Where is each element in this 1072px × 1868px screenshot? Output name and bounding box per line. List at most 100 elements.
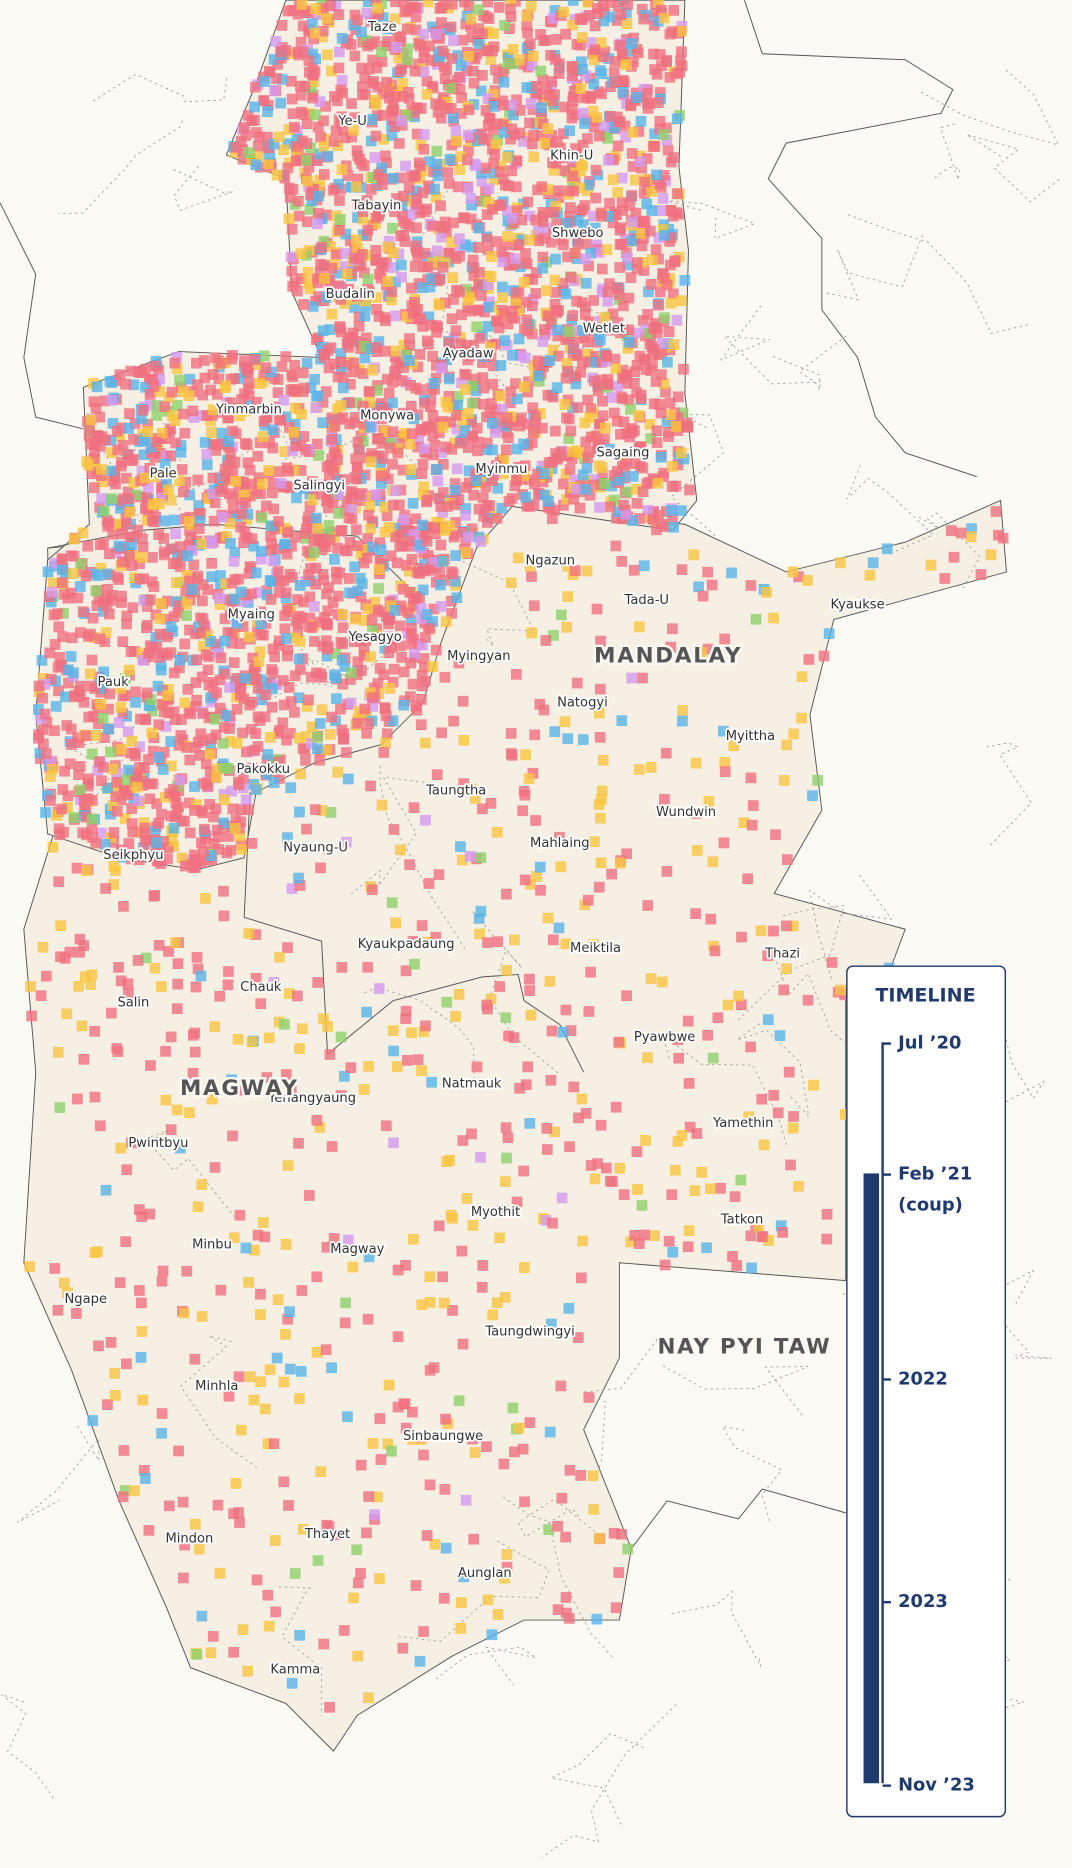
event-dot [646, 205, 658, 216]
event-dot [481, 444, 493, 456]
event-dot [395, 844, 406, 856]
event-dot [83, 711, 95, 723]
event-dot [318, 1013, 329, 1024]
event-dot [162, 853, 173, 865]
event-dot [114, 369, 126, 381]
event-dot [345, 697, 357, 709]
event-dot [289, 419, 301, 430]
event-dot [621, 18, 633, 29]
event-dot [351, 462, 363, 473]
event-dot [75, 627, 86, 639]
event-dot [432, 107, 444, 118]
event-dot [315, 1466, 327, 1478]
event-dot [165, 736, 177, 747]
event-dot [566, 104, 578, 115]
event-dot [675, 447, 687, 459]
event-dot [582, 394, 594, 406]
event-dot [386, 294, 397, 306]
event-dot [39, 708, 51, 720]
event-dot [473, 222, 484, 234]
event-dot [671, 113, 683, 125]
event-dot [260, 412, 272, 424]
event-dot [403, 182, 415, 193]
event-dot [87, 1415, 99, 1426]
event-dot [389, 121, 400, 132]
event-dot [393, 138, 405, 149]
event-dot [614, 262, 626, 273]
event-dot [506, 312, 518, 323]
event-dot [294, 1629, 306, 1641]
event-dot [471, 48, 482, 60]
event-dot [526, 571, 537, 582]
event-dot [400, 218, 412, 230]
event-dot [361, 491, 373, 503]
event-dot [340, 747, 352, 758]
event-dot [366, 884, 378, 896]
event-dot [400, 1260, 411, 1271]
event-dot [648, 398, 660, 410]
event-dot [144, 700, 156, 712]
event-dot [463, 104, 475, 116]
event-dot [544, 1426, 556, 1438]
event-dot [666, 26, 678, 37]
event-dot [546, 236, 557, 248]
event-dot [170, 437, 182, 449]
event-dot [124, 408, 135, 419]
event-dot [644, 225, 656, 237]
event-dot [313, 291, 325, 302]
event-dot [48, 609, 60, 621]
event-dot [184, 489, 196, 501]
event-dot [141, 492, 153, 504]
event-dot [262, 749, 274, 760]
event-dot [498, 1458, 510, 1470]
event-dot [96, 470, 107, 482]
event-dot [100, 627, 112, 639]
event-dot [985, 549, 997, 561]
event-dot [298, 299, 309, 310]
event-dot [269, 372, 280, 384]
event-dot [401, 54, 413, 65]
event-dot [332, 267, 344, 279]
event-dot [384, 612, 396, 624]
event-dot [955, 527, 967, 539]
event-dot [128, 477, 140, 489]
town-label: Chauk [240, 980, 282, 995]
event-dot [373, 311, 385, 322]
event-dot [344, 587, 355, 599]
event-dot [300, 576, 311, 587]
event-dot [407, 678, 419, 690]
event-dot [440, 1413, 451, 1425]
event-dot [120, 1236, 132, 1248]
event-dot [141, 601, 153, 612]
event-dot [567, 310, 579, 321]
event-dot [433, 299, 445, 311]
event-dot [478, 510, 490, 522]
event-dot [334, 214, 346, 225]
event-dot [307, 476, 318, 487]
event-dot [239, 438, 251, 449]
event-dot [642, 309, 653, 320]
event-dot [337, 622, 349, 634]
event-dot [162, 628, 174, 640]
event-dot [493, 322, 505, 334]
event-dot [231, 703, 243, 715]
event-dot [132, 524, 143, 536]
event-dot [418, 481, 430, 493]
event-dot [435, 539, 447, 551]
event-dot [141, 687, 153, 699]
event-dot [534, 861, 546, 873]
event-dot [577, 734, 589, 745]
event-dot [168, 822, 180, 834]
event-dot [605, 11, 617, 23]
event-dot [191, 654, 203, 666]
event-dot [205, 692, 216, 704]
event-dot [561, 621, 573, 633]
event-dot [223, 831, 234, 842]
event-dot [210, 729, 222, 741]
event-dot [616, 458, 628, 470]
event-dot [359, 72, 371, 84]
event-dot [518, 438, 529, 450]
event-dot [116, 590, 127, 602]
event-dot [225, 511, 237, 522]
